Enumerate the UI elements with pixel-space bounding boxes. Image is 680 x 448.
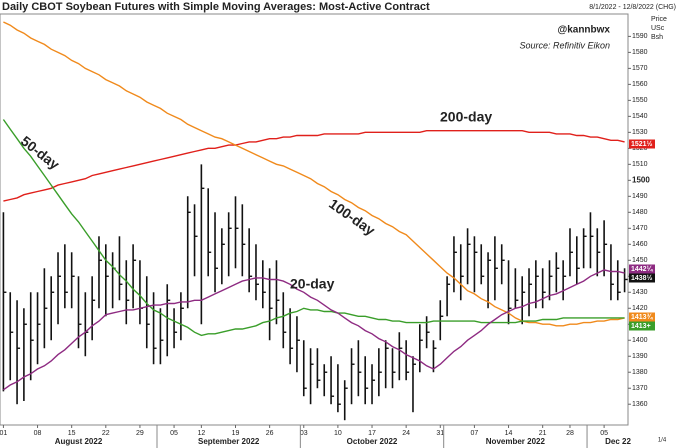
month-label: October 2022: [347, 437, 398, 446]
last-value-label: 1521½: [631, 140, 653, 148]
month-label: August 2022: [55, 437, 103, 446]
y-tick-label: 1530: [632, 129, 648, 136]
y-tick-label: 1390: [632, 353, 648, 360]
last-value-label: 1442¼: [631, 265, 654, 273]
credit: @kannbwx: [557, 25, 610, 36]
y-tick-label: 1370: [632, 385, 648, 392]
moving-average-line: [3, 21, 625, 327]
date-range: 8/1/2022 - 12/8/2022 (CHG): [589, 4, 676, 11]
y-tick-label: 1360: [632, 401, 648, 408]
plot-frame: [0, 13, 629, 426]
last-value-box: [629, 273, 655, 283]
x-tick-label: 26: [266, 430, 274, 437]
moving-average-line: [2, 269, 625, 391]
series-annotation: 200-day: [440, 109, 492, 125]
x-tick-label: 19: [232, 430, 240, 437]
last-value-label: 1413¾: [631, 313, 654, 321]
y-tick-label: 1430: [632, 289, 648, 296]
x-tick-label: 15: [68, 430, 76, 437]
x-tick-label: 22: [102, 430, 110, 437]
y-tick-label: 1420: [632, 305, 648, 312]
x-tick-label: 17: [368, 430, 376, 437]
last-value-box: [629, 264, 655, 274]
y-axis-label: Price: [651, 16, 667, 23]
x-tick-label: 21: [539, 430, 547, 437]
x-tick-label: 08: [34, 430, 42, 437]
month-label: November 2022: [486, 437, 546, 446]
last-value-label: 1438½: [631, 274, 653, 282]
series-annotation: 100-day: [326, 195, 378, 238]
x-tick-label: 05: [600, 430, 608, 437]
y-tick-label: 1460: [632, 241, 648, 248]
x-tick-label: 24: [402, 430, 410, 437]
x-tick-label: 14: [505, 430, 513, 437]
series-annotation: 50-day: [18, 133, 63, 173]
y-tick-label: 1540: [632, 113, 648, 120]
y-tick-label: 1490: [632, 193, 648, 200]
source: Source: Refinitiv Eikon: [519, 40, 610, 50]
y-axis-label: USc: [651, 25, 665, 32]
y-tick-label: 1510: [632, 161, 648, 168]
y-tick-label: 1560: [632, 81, 648, 88]
x-tick-label: 12: [197, 430, 205, 437]
month-label: September 2022: [198, 437, 260, 446]
y-tick-label: 1570: [632, 65, 648, 72]
last-value-box: [629, 139, 655, 149]
y-tick-label: 1450: [632, 257, 648, 264]
y-tick-label: 1580: [632, 49, 648, 56]
y-axis-label: Bsh: [651, 34, 663, 41]
x-tick-label: 07: [471, 430, 479, 437]
series-annotation: 20-day: [290, 276, 335, 292]
x-tick-label: 28: [566, 430, 574, 437]
moving-average-line: [3, 130, 625, 202]
y-tick-label: 1550: [632, 97, 648, 104]
x-tick-label: 01: [0, 430, 7, 437]
last-value-label: 1413+: [631, 323, 651, 330]
y-tick-label: 1590: [632, 33, 648, 40]
y-tick-label: 1400: [632, 337, 648, 344]
last-value-box: [629, 321, 655, 331]
x-tick-label: 05: [170, 430, 178, 437]
y-tick-label: 1470: [632, 225, 648, 232]
chart-title: Daily CBOT Soybean Futures with Simple M…: [2, 1, 430, 13]
y-tick-label: 1500: [632, 175, 650, 184]
scale-note: 1/4: [658, 438, 667, 444]
last-value-box: [629, 312, 655, 322]
x-tick-label: 29: [136, 430, 144, 437]
x-tick-label: 03: [300, 430, 308, 437]
x-tick-label: 31: [436, 430, 444, 437]
x-tick-label: 10: [334, 430, 342, 437]
y-tick-label: 1520: [632, 145, 648, 152]
y-tick-label: 1480: [632, 209, 648, 216]
moving-average-line: [2, 119, 625, 337]
y-tick-label: 1380: [632, 369, 648, 376]
month-label: Dec 22: [605, 437, 631, 446]
